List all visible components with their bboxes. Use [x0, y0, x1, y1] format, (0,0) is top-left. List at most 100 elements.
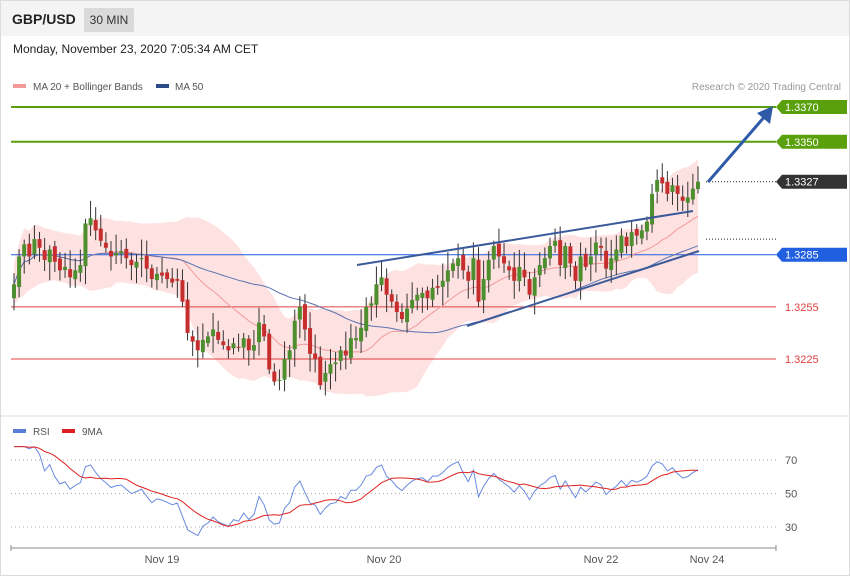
candle-body	[512, 267, 517, 281]
candle-body	[379, 277, 384, 285]
candle-body	[211, 329, 216, 337]
rsi-line	[14, 445, 699, 537]
candle-body	[420, 292, 425, 298]
candle-body	[180, 280, 185, 302]
candle	[466, 265, 471, 299]
ma20-legend-swatch	[13, 84, 26, 88]
candle-body	[277, 379, 282, 381]
candle-body	[160, 272, 165, 276]
candle-body	[547, 246, 552, 259]
candle-body	[272, 371, 277, 382]
candle	[420, 287, 425, 313]
candle-body	[522, 269, 527, 278]
candle-body	[399, 312, 404, 320]
candle-body	[450, 263, 455, 271]
candle	[547, 237, 552, 266]
candle-body	[323, 372, 328, 382]
level-label-0: 1.3370	[785, 102, 819, 114]
candle-body	[139, 258, 144, 260]
x-tick-label: Nov 20	[367, 554, 402, 566]
candle	[655, 169, 660, 204]
candle	[221, 330, 226, 350]
candle	[93, 207, 98, 241]
candle	[343, 331, 348, 370]
candle-body	[205, 336, 210, 344]
candle-body	[675, 185, 680, 194]
candle	[599, 237, 604, 261]
candle	[568, 242, 573, 277]
candle-body	[599, 245, 604, 248]
candle	[634, 224, 639, 245]
candle	[338, 346, 343, 371]
candle	[348, 324, 353, 365]
candle	[160, 257, 165, 284]
level-label-2: 1.3327	[785, 177, 819, 189]
candle-body	[466, 271, 471, 281]
candle	[359, 309, 364, 353]
candle-body	[614, 249, 619, 261]
candle	[430, 278, 435, 307]
candle	[195, 326, 200, 368]
candle-body	[568, 246, 573, 264]
candle	[604, 237, 609, 278]
candle	[63, 252, 68, 278]
candle-body	[185, 299, 190, 333]
rsi-tick-label: 70	[785, 455, 797, 467]
level-tag-3	[776, 247, 847, 262]
candle-body	[650, 193, 655, 225]
candle-body	[476, 259, 481, 302]
candle-body	[17, 256, 22, 287]
level-tag-0	[776, 100, 847, 114]
candle-body	[374, 284, 379, 305]
candle-body	[149, 268, 154, 280]
candle-body	[553, 240, 558, 246]
candle-body	[425, 290, 430, 299]
candle-body	[292, 320, 297, 350]
candle-body	[98, 228, 103, 241]
candle	[629, 220, 634, 258]
candle	[593, 230, 598, 273]
candle	[440, 263, 445, 306]
candle	[624, 232, 629, 254]
candle	[68, 250, 73, 288]
candle-body	[369, 303, 374, 306]
candle-body	[37, 239, 42, 248]
candle	[364, 297, 369, 338]
ma50-legend-swatch	[156, 84, 169, 88]
candle	[690, 173, 695, 205]
candle	[114, 234, 119, 264]
candle-body	[578, 256, 583, 282]
candle	[200, 323, 205, 359]
candle	[512, 252, 517, 299]
candle-body	[563, 246, 568, 268]
level-label-4: 1.3255	[785, 302, 819, 314]
candle	[313, 334, 318, 373]
candle	[17, 249, 22, 298]
candle	[425, 286, 430, 311]
candle-body	[134, 261, 139, 268]
candle	[619, 228, 624, 259]
candle	[83, 218, 88, 285]
candle-body	[558, 240, 563, 266]
candle-body	[471, 258, 476, 280]
candle-body	[604, 250, 609, 269]
candle-body	[231, 343, 236, 349]
level-label-5: 1.3225	[785, 354, 819, 366]
candle	[241, 332, 246, 359]
timeframe-badge[interactable]: 30 MIN	[84, 8, 134, 32]
candle	[333, 352, 338, 382]
top-bar: GBP/USD 30 MIN	[1, 1, 849, 36]
candle-body	[165, 272, 170, 280]
candle	[52, 240, 57, 273]
candle-body	[348, 338, 353, 358]
candle-body	[364, 306, 369, 331]
candle-body	[588, 256, 593, 265]
candle-body	[32, 239, 37, 255]
target-arrow-shaft	[706, 114, 768, 183]
candle-body	[93, 220, 98, 231]
candle	[211, 312, 216, 353]
candle-body	[655, 179, 660, 192]
candle	[461, 247, 466, 280]
candle	[103, 232, 108, 253]
candle	[149, 264, 154, 288]
